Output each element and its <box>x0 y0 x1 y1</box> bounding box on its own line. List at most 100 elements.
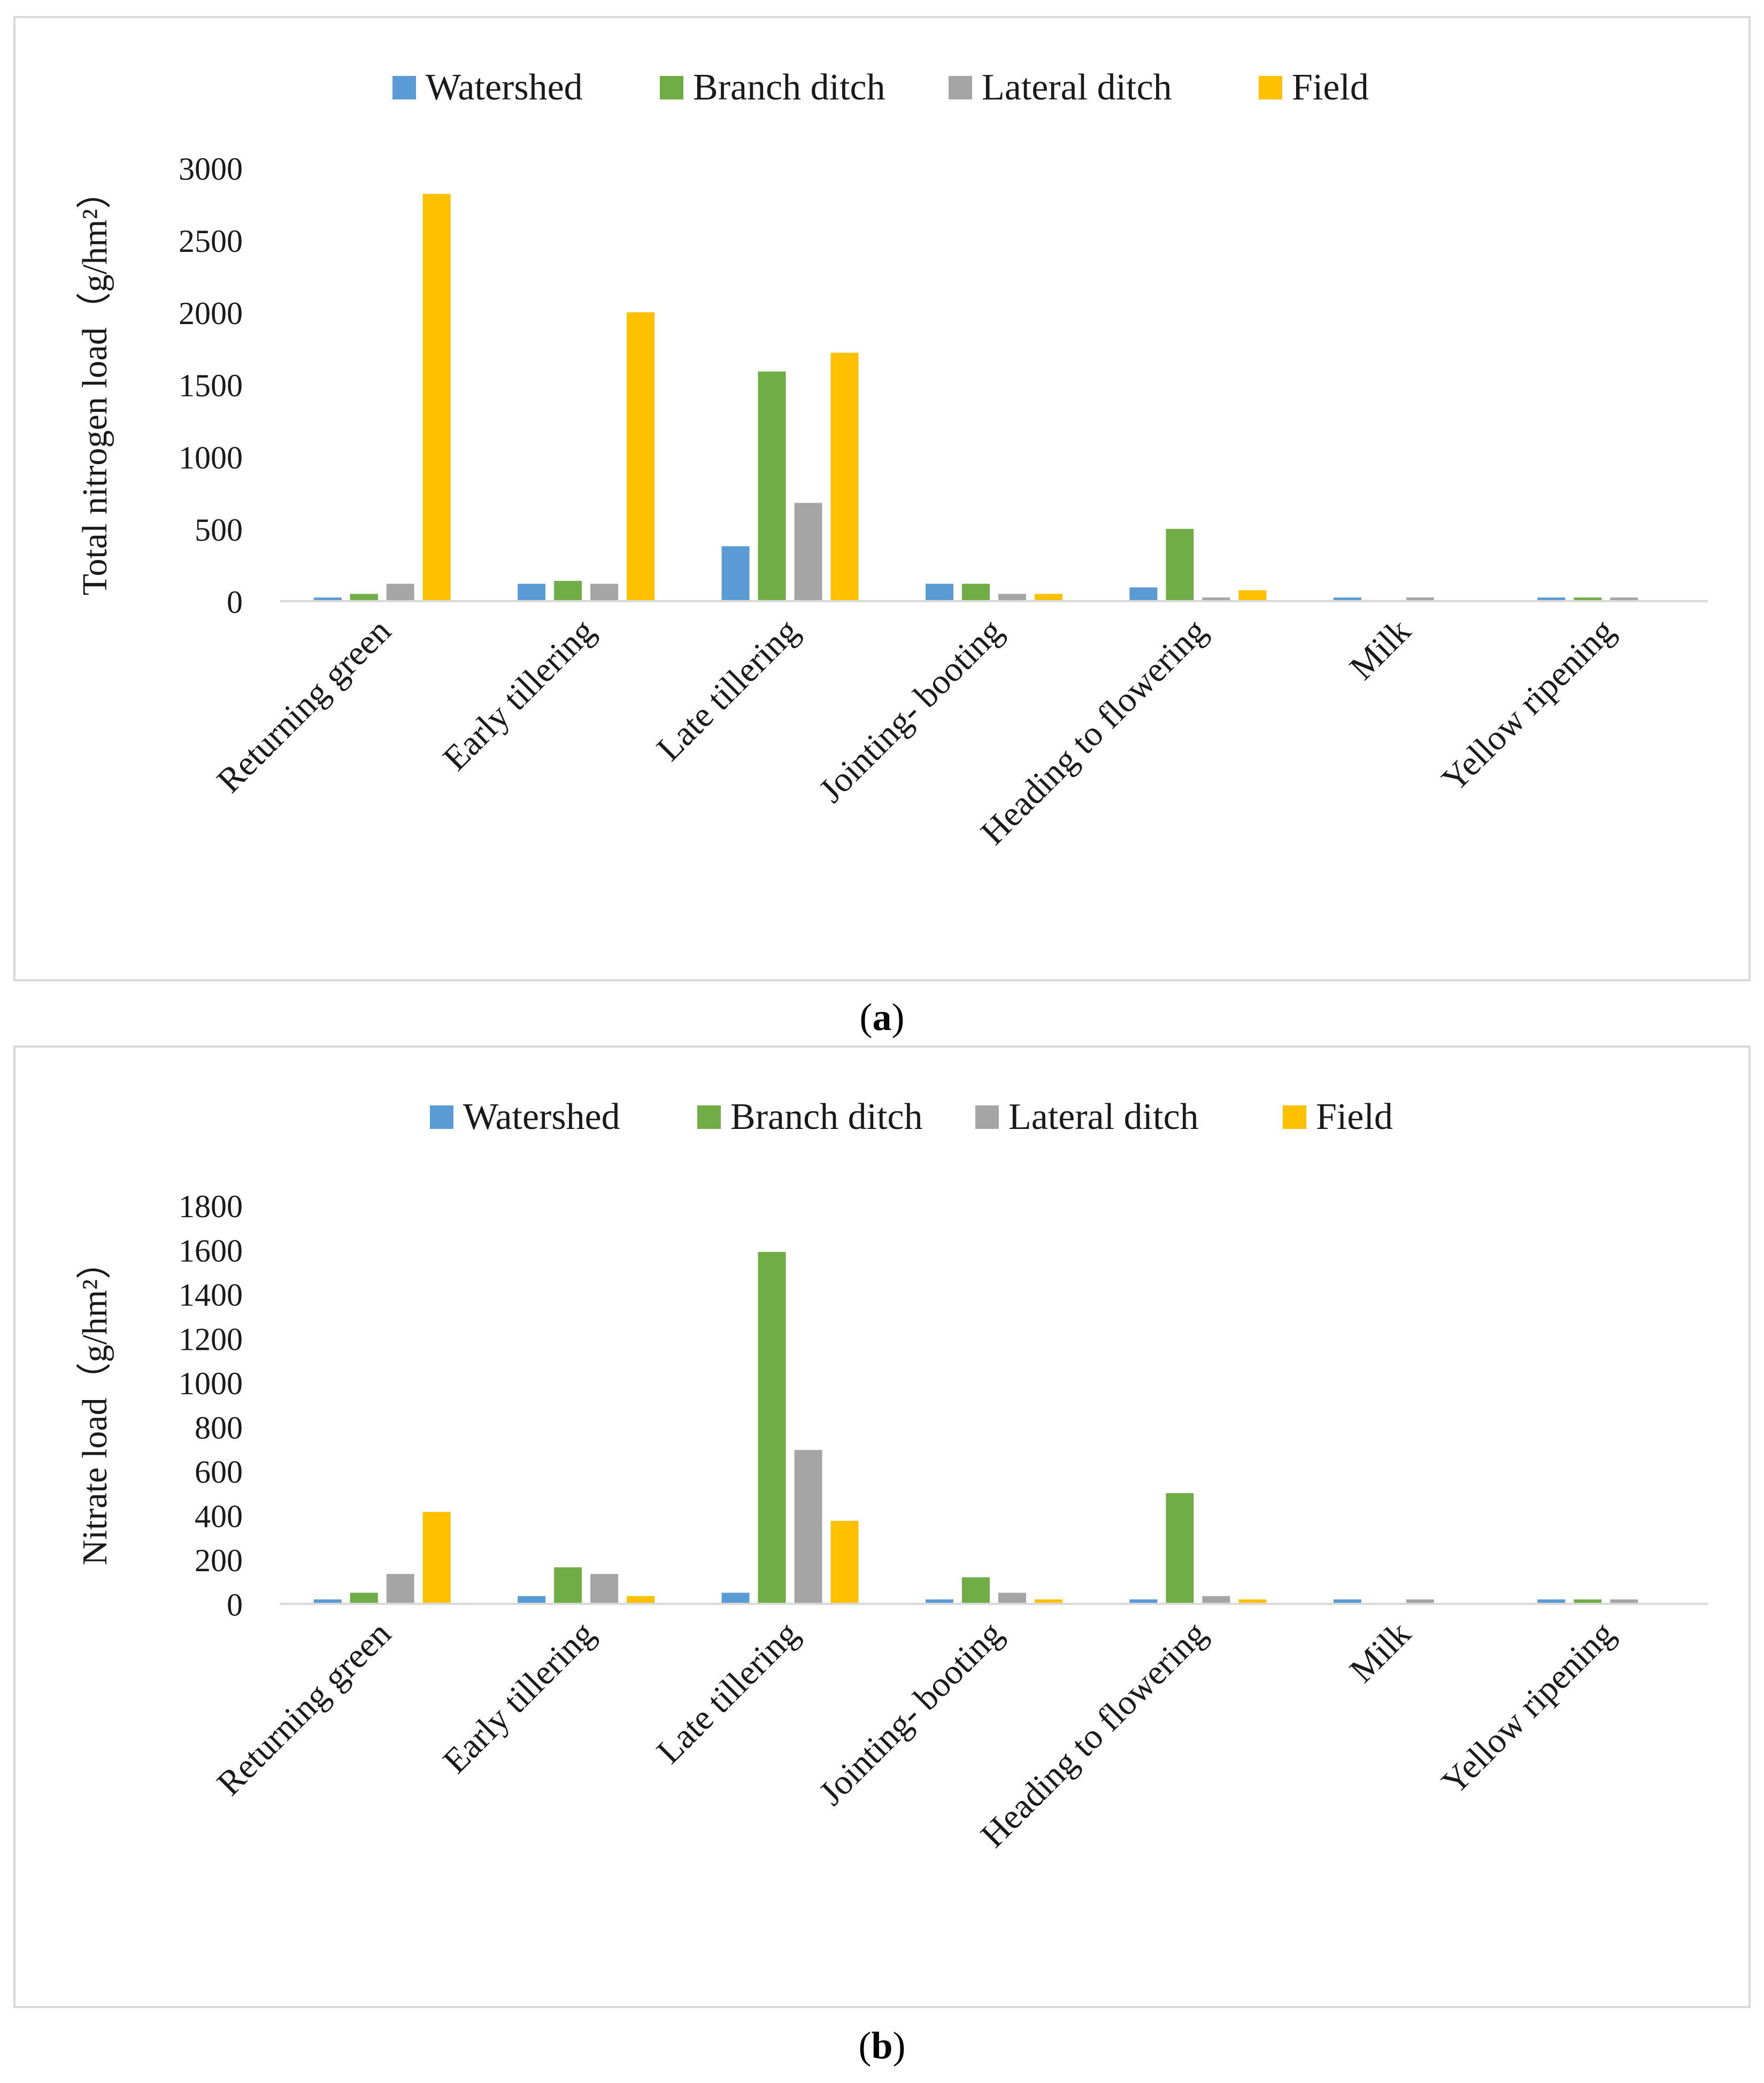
bar-branch-ditch-yellow-ripening <box>1574 597 1602 601</box>
y-tick-label: 400 <box>195 1498 243 1534</box>
bar-field-heading-to-flowering <box>1238 590 1267 601</box>
bar-watershed-late-tillering <box>721 546 750 601</box>
x-tick-label-returning-green: Returning green <box>210 611 399 801</box>
legend-label-lateral-ditch: Lateral ditch <box>982 67 1172 108</box>
caption-a-open: ( <box>859 996 873 1039</box>
bar-branch-ditch-heading-to-flowering <box>1166 529 1194 601</box>
x-tick-label-early-tillering: Early tillering <box>436 1614 603 1781</box>
x-tick-label-heading-to-flowering: Heading to flowering <box>973 1614 1214 1855</box>
caption-a-close: ) <box>891 996 905 1039</box>
bar-lateral-ditch-early-tillering <box>590 583 619 601</box>
caption-b-open: ( <box>858 2024 872 2067</box>
bar-field-late-tillering <box>830 1520 859 1604</box>
bar-lateral-ditch-late-tillering <box>794 503 822 601</box>
y-tick-label: 1200 <box>179 1321 243 1357</box>
bar-watershed-milk <box>1333 597 1361 601</box>
legend-label-branch-ditch: Branch ditch <box>693 67 885 108</box>
legend-item-branch-ditch: Branch ditch <box>697 1096 923 1137</box>
legend-swatch-watershed <box>430 1105 453 1129</box>
legend-swatch-branch-ditch <box>660 76 683 99</box>
legend-swatch-watershed <box>392 76 416 99</box>
x-tick-label-milk: Milk <box>1342 1614 1418 1690</box>
caption-b: (b) <box>0 2024 1764 2067</box>
x-tick-label-jointing-booting: Jointing- booting <box>812 611 1011 810</box>
bar-field-returning-green <box>422 194 451 602</box>
bar-lateral-ditch-milk <box>1406 1599 1434 1604</box>
legend-swatch-field <box>1259 76 1282 99</box>
bar-watershed-early-tillering <box>518 583 546 601</box>
y-axis-title: Total nitrogen load（g/hm²） <box>75 174 114 596</box>
bar-lateral-ditch-returning-green <box>386 583 414 601</box>
bar-branch-ditch-returning-green <box>350 594 378 601</box>
chart-a: Watershed Branch ditch Lateral ditch Field 0… <box>75 67 1708 852</box>
legend-label-watershed: Watershed <box>463 1096 620 1137</box>
legend-label-branch-ditch: Branch ditch <box>730 1096 923 1137</box>
bar-branch-ditch-early-tillering <box>554 1567 582 1604</box>
bar-branch-ditch-returning-green <box>350 1593 378 1604</box>
y-tick-label: 1400 <box>179 1278 243 1313</box>
x-tick-label-late-tillering: Late tillering <box>649 1614 806 1771</box>
x-tick-label-jointing-booting: Jointing- booting <box>812 1614 1011 1813</box>
bar-watershed-returning-green <box>313 597 342 601</box>
bar-watershed-jointing-booting <box>926 583 953 601</box>
legend-label-watershed: Watershed <box>426 67 583 108</box>
y-tick-label: 1500 <box>179 368 243 403</box>
legend-item-lateral-ditch: Lateral ditch <box>949 67 1172 108</box>
legend-label-field: Field <box>1292 67 1369 108</box>
y-tick-label: 0 <box>227 1587 243 1623</box>
y-tick-label: 3000 <box>179 151 243 187</box>
bar-lateral-ditch-yellow-ripening <box>1610 1599 1638 1604</box>
x-tick-label-yellow-ripening: Yellow ripening <box>1434 1614 1622 1802</box>
legend-item-lateral-ditch: Lateral ditch <box>975 1096 1199 1137</box>
y-tick-label: 1000 <box>179 440 243 475</box>
legend-item-watershed: Watershed <box>430 1096 620 1137</box>
bar-field-jointing-booting <box>1035 1599 1062 1604</box>
legend-item-branch-ditch: Branch ditch <box>660 67 885 108</box>
y-tick-label: 800 <box>195 1410 243 1446</box>
bar-lateral-ditch-late-tillering <box>794 1450 822 1604</box>
legend-item-field: Field <box>1283 1096 1393 1137</box>
bar-lateral-ditch-returning-green <box>386 1574 414 1604</box>
legend-label-lateral-ditch: Lateral ditch <box>1008 1096 1199 1137</box>
bar-branch-ditch-early-tillering <box>554 581 582 601</box>
bar-watershed-milk <box>1333 1599 1361 1604</box>
x-tick-label-heading-to-flowering: Heading to flowering <box>973 611 1214 852</box>
caption-a-letter: a <box>872 996 892 1039</box>
y-tick-label: 2500 <box>179 224 243 259</box>
bar-field-early-tillering <box>627 1596 655 1604</box>
x-tick-label-early-tillering: Early tillering <box>436 611 603 778</box>
bar-branch-ditch-jointing-booting <box>962 583 990 601</box>
x-tick-label-milk: Milk <box>1342 611 1418 687</box>
bar-watershed-yellow-ripening <box>1537 597 1566 601</box>
x-tick-label-returning-green: Returning green <box>210 1614 399 1803</box>
bar-lateral-ditch-yellow-ripening <box>1610 597 1638 601</box>
caption-b-close: ) <box>892 2024 906 2067</box>
legend-item-watershed: Watershed <box>392 67 583 108</box>
caption-b-letter: b <box>871 2024 893 2067</box>
bar-watershed-heading-to-flowering <box>1129 587 1158 601</box>
chart-panel-b: Watershed Branch ditch Lateral ditch Field 0… <box>13 1046 1751 2008</box>
bar-field-early-tillering <box>627 312 655 601</box>
y-tick-label: 600 <box>195 1455 243 1490</box>
chart-b: Watershed Branch ditch Lateral ditch Field 0… <box>75 1096 1708 1855</box>
y-tick-label: 1000 <box>179 1366 243 1401</box>
y-tick-label: 1600 <box>179 1233 243 1269</box>
bar-watershed-late-tillering <box>721 1593 750 1604</box>
bar-branch-ditch-yellow-ripening <box>1574 1599 1602 1604</box>
bar-branch-ditch-late-tillering <box>758 1251 786 1604</box>
y-tick-label: 200 <box>195 1543 243 1578</box>
bar-watershed-returning-green <box>313 1599 342 1604</box>
bar-branch-ditch-jointing-booting <box>962 1577 990 1604</box>
bar-lateral-ditch-jointing-booting <box>998 1593 1026 1604</box>
bar-lateral-ditch-early-tillering <box>590 1574 619 1604</box>
legend-label-field: Field <box>1316 1096 1393 1137</box>
bar-watershed-early-tillering <box>518 1596 546 1604</box>
legend-swatch-lateral-ditch <box>975 1105 999 1129</box>
bar-lateral-ditch-heading-to-flowering <box>1202 597 1230 601</box>
x-tick-label-yellow-ripening: Yellow ripening <box>1434 611 1622 800</box>
bar-field-late-tillering <box>830 352 859 601</box>
chart-panel-a: Watershed Branch ditch Lateral ditch Field 0… <box>13 16 1751 981</box>
legend-item-field: Field <box>1259 67 1369 108</box>
y-tick-label: 500 <box>195 512 243 548</box>
bar-lateral-ditch-heading-to-flowering <box>1202 1596 1230 1604</box>
